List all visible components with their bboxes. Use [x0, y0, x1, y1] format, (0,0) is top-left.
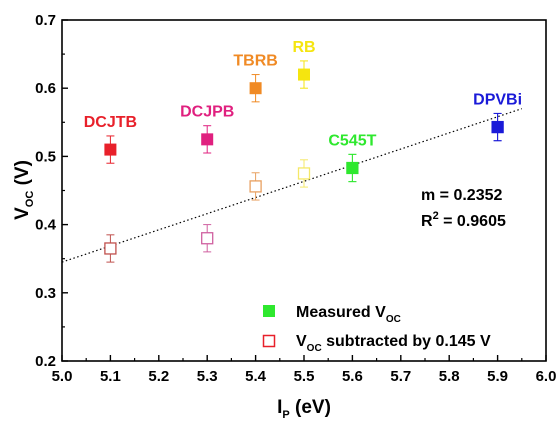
- fit-r2-rest: = 0.9605: [439, 213, 506, 230]
- measured-point-1: [201, 133, 214, 146]
- x-tick-label-9: 5.9: [487, 368, 508, 385]
- measured-point-3: [298, 68, 310, 81]
- x-axis-title-sub: P: [282, 409, 289, 421]
- point-label-dcjtb: DCJTB: [84, 114, 137, 131]
- fit-line-layer: [61, 108, 522, 263]
- x-axis-title: IP (eV): [277, 397, 331, 421]
- measured-point-2: [249, 82, 262, 95]
- legend-marker-measured: [263, 305, 275, 317]
- x-tick-label-10: 6.0: [536, 368, 557, 385]
- legend: Measured VOC VOC subtracted by 0.145 V: [262, 304, 491, 354]
- x-tick-label-4: 5.4: [245, 368, 267, 385]
- legend-subtracted-rest: subtracted by 0.145 V: [322, 333, 491, 350]
- x-axis-title-main: I: [277, 397, 282, 418]
- y-axis-title-sub: OC: [24, 191, 36, 208]
- x-tick-label-6: 5.6: [342, 368, 363, 385]
- x-axis-title-rest: (eV): [290, 397, 331, 418]
- y-tick-label-4: 0.6: [35, 80, 56, 97]
- axis-ticks: 5.0 5.1 5.2 5.3 5.4 5.5 5.6 5.7 5.8 5.9 6.0 0.2 0.3 0…: [35, 12, 556, 385]
- x-tick-label-3: 5.3: [197, 368, 218, 385]
- y-axis-title: VOC (V): [12, 160, 36, 220]
- subtracted-point-0: [104, 242, 117, 255]
- y-tick-label-2: 0.4: [35, 217, 57, 234]
- fit-line: [61, 108, 522, 263]
- legend-label-measured: Measured VOC: [296, 304, 401, 325]
- legend-measured-sub: OC: [386, 314, 401, 325]
- point-labels-layer: DCJTB DCJPB TBRB RB C545T DPVBi: [84, 39, 522, 149]
- points-layer: [104, 60, 504, 263]
- measured-point-4: [346, 161, 359, 174]
- subtracted-point-2: [249, 180, 262, 193]
- point-label-c545t: C545T: [328, 132, 376, 149]
- x-tick-label-0: 5.0: [52, 368, 73, 385]
- y-tick-label-5: 0.7: [35, 12, 56, 29]
- legend-label-subtracted: VOC subtracted by 0.145 V: [296, 333, 491, 354]
- x-tick-label-8: 5.8: [439, 368, 460, 385]
- x-tick-label-7: 5.7: [390, 368, 411, 385]
- measured-point-5: [491, 121, 504, 134]
- fit-r2-annotation: R2 = 0.9605: [421, 210, 506, 230]
- x-tick-label-1: 5.1: [100, 368, 121, 385]
- y-tick-label-1: 0.3: [35, 285, 56, 302]
- legend-marker-subtracted: [262, 334, 276, 348]
- y-tick-label-0: 0.2: [35, 353, 56, 370]
- subtracted-point-3: [297, 167, 311, 180]
- point-label-rb: RB: [292, 39, 315, 56]
- legend-subtracted-sub: OC: [307, 343, 322, 354]
- y-axis-title-rest: (V): [12, 160, 33, 191]
- fit-r2-main: R: [421, 213, 433, 230]
- x-tick-label-2: 5.2: [148, 368, 169, 385]
- point-label-dcjpb: DCJPB: [180, 104, 234, 121]
- y-axis-title-main: V: [12, 207, 33, 220]
- measured-point-0: [104, 143, 117, 156]
- y-tick-label-3: 0.5: [35, 148, 56, 165]
- fit-r2-sup: 2: [433, 210, 439, 222]
- legend-subtracted-main: V: [296, 333, 307, 350]
- subtracted-point-1: [201, 232, 214, 245]
- point-label-tbrb: TBRB: [233, 53, 277, 70]
- legend-measured-main: Measured V: [296, 304, 386, 321]
- x-tick-label-5: 5.5: [294, 368, 315, 385]
- point-label-dpvbi: DPVBi: [473, 91, 522, 108]
- fit-slope-annotation: m = 0.2352: [421, 187, 503, 204]
